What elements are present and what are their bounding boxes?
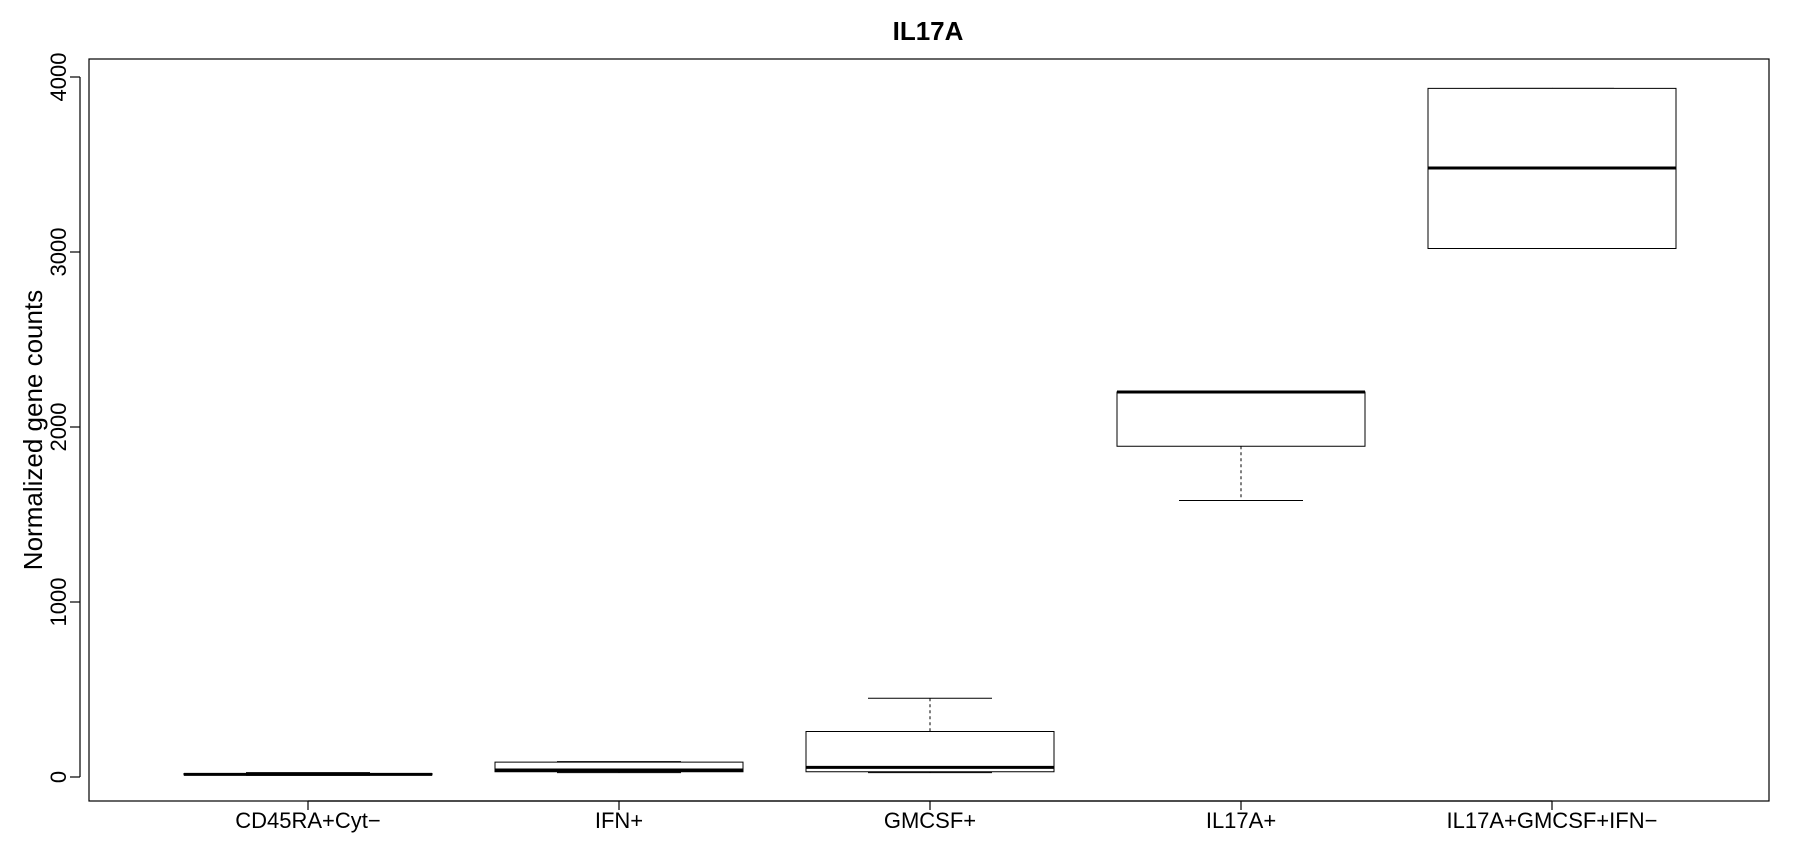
y-axis-label: Normalized gene counts <box>18 290 48 570</box>
x-tick-label: GMCSF+ <box>884 808 976 833</box>
y-tick-label: 4000 <box>46 53 71 102</box>
y-tick-label: 2000 <box>46 403 71 452</box>
y-tick-label: 1000 <box>46 578 71 627</box>
chart-title: IL17A <box>893 16 964 46</box>
x-tick-label: IL17A+GMCSF+IFN− <box>1447 808 1658 833</box>
y-tick-label: 0 <box>46 771 71 783</box>
x-tick-label: IL17A+ <box>1206 808 1276 833</box>
box-iqr <box>805 731 1055 773</box>
box-2 <box>494 761 744 774</box>
box-5 <box>1427 87 1677 249</box>
y-axis: 0 1000 2000 3000 4000 <box>46 53 81 783</box>
box-3 <box>805 697 1055 774</box>
y-tick-label: 3000 <box>46 228 71 277</box>
box-iqr <box>494 761 744 773</box>
box-1 <box>183 772 433 776</box>
box-4 <box>1116 390 1366 501</box>
x-tick-label: CD45RA+Cyt− <box>235 808 381 833</box>
box-iqr <box>1116 391 1366 447</box>
x-axis: CD45RA+Cyt− IFN+ GMCSF+ IL17A+ IL17A+GMCSF+I… <box>235 800 1658 833</box>
boxes-layer <box>183 87 1677 776</box>
x-tick-label: IFN+ <box>595 808 643 833</box>
